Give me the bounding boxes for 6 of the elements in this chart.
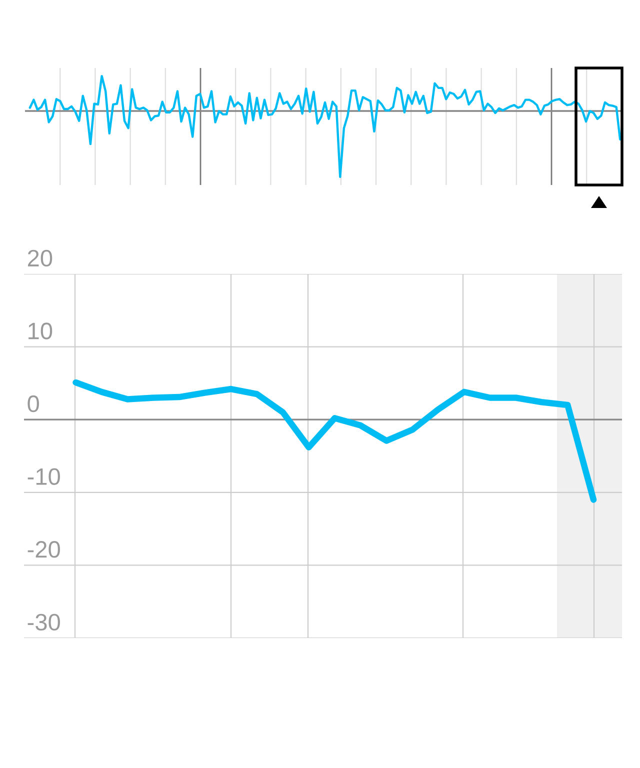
y-tick-label: -30	[28, 614, 60, 631]
y-tick-label: -20	[28, 541, 60, 558]
y-tick-label: 0	[28, 395, 39, 412]
y-tick-label: 20	[28, 250, 52, 267]
y-tick-label: -10	[28, 468, 60, 485]
y-tick-label: 10	[28, 322, 52, 340]
